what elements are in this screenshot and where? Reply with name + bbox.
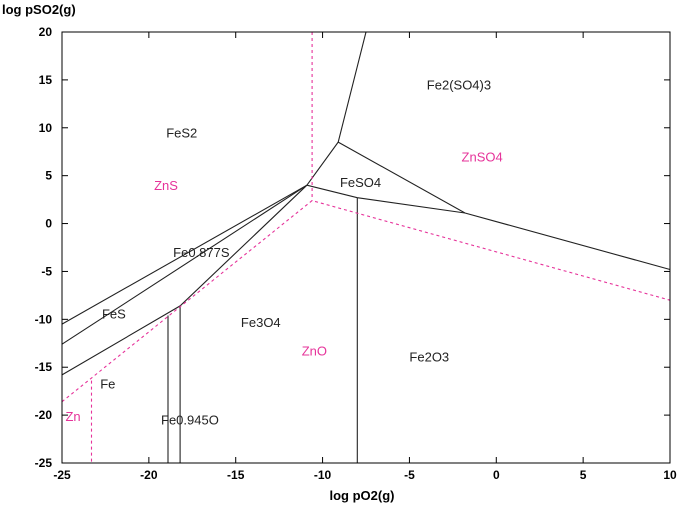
- plot-frame: [61, 31, 671, 464]
- region-label-fe: Fe0.877S: [173, 245, 230, 260]
- region-label-zn: ZnS: [154, 178, 178, 193]
- y-tick-label: -15: [35, 360, 53, 374]
- y-tick-label: -20: [35, 408, 53, 422]
- zn-boundary-line-1: [61, 199, 671, 403]
- y-tick-label: -10: [35, 312, 53, 326]
- fe-boundary-line-6: [306, 184, 466, 214]
- x-tick-label: -5: [404, 468, 415, 482]
- region-labels: FeS2 ZnS Fe2(SO4)3 ZnSO4 FeSO4 Fe0.877S FeS Fe3…: [65, 77, 502, 427]
- fe-boundary-line-0: [61, 184, 308, 325]
- x-tick-label: -15: [227, 468, 245, 482]
- x-tick-label: 10: [663, 468, 677, 482]
- boundary-lines: [61, 31, 671, 463]
- x-tick-label: -25: [53, 468, 71, 482]
- x-tick-label: 0: [493, 468, 500, 482]
- x-tick-label: -20: [140, 468, 158, 482]
- y-tick-label: 10: [39, 121, 53, 135]
- region-label-fe: Fe3O4: [241, 315, 281, 330]
- y-tick-label: 0: [45, 217, 52, 231]
- y-axis-title: log pSO2(g): [2, 2, 76, 17]
- y-tick-label: -25: [35, 456, 53, 470]
- x-tick-label: 5: [580, 468, 587, 482]
- y-tick-label: -5: [41, 264, 52, 278]
- y-tick-label: 5: [45, 169, 52, 183]
- fe-boundary-line-7: [337, 141, 671, 271]
- y-tick-label: 20: [39, 25, 53, 39]
- region-label-fe: FeS: [102, 306, 126, 321]
- region-label-fe: FeS2: [166, 125, 197, 140]
- x-axis-title: log pO2(g): [330, 488, 395, 503]
- fe-boundary-line-2: [61, 184, 308, 376]
- x-tick-label: -10: [314, 468, 332, 482]
- region-label-zn: ZnSO4: [462, 149, 503, 164]
- region-label-fe: FeSO4: [340, 175, 381, 190]
- axis-ticks: -25 -20 -15 -10 -5 0 5 10 -25 -20 -15 -10 -5 0 5 10 15 20: [35, 25, 677, 482]
- fe-boundary-line-5: [306, 31, 367, 186]
- region-label-fe: Fe0.945O: [161, 413, 219, 428]
- y-tick-label: 15: [39, 73, 53, 87]
- region-label-fe: Fe2O3: [409, 349, 449, 364]
- region-label-fe: Fe2(SO4)3: [427, 77, 491, 92]
- region-label-fe: Fe: [100, 376, 115, 391]
- region-label-zn: ZnO: [302, 344, 327, 359]
- fe-boundary-line-1: [61, 184, 308, 345]
- region-label-zn: Zn: [65, 409, 80, 424]
